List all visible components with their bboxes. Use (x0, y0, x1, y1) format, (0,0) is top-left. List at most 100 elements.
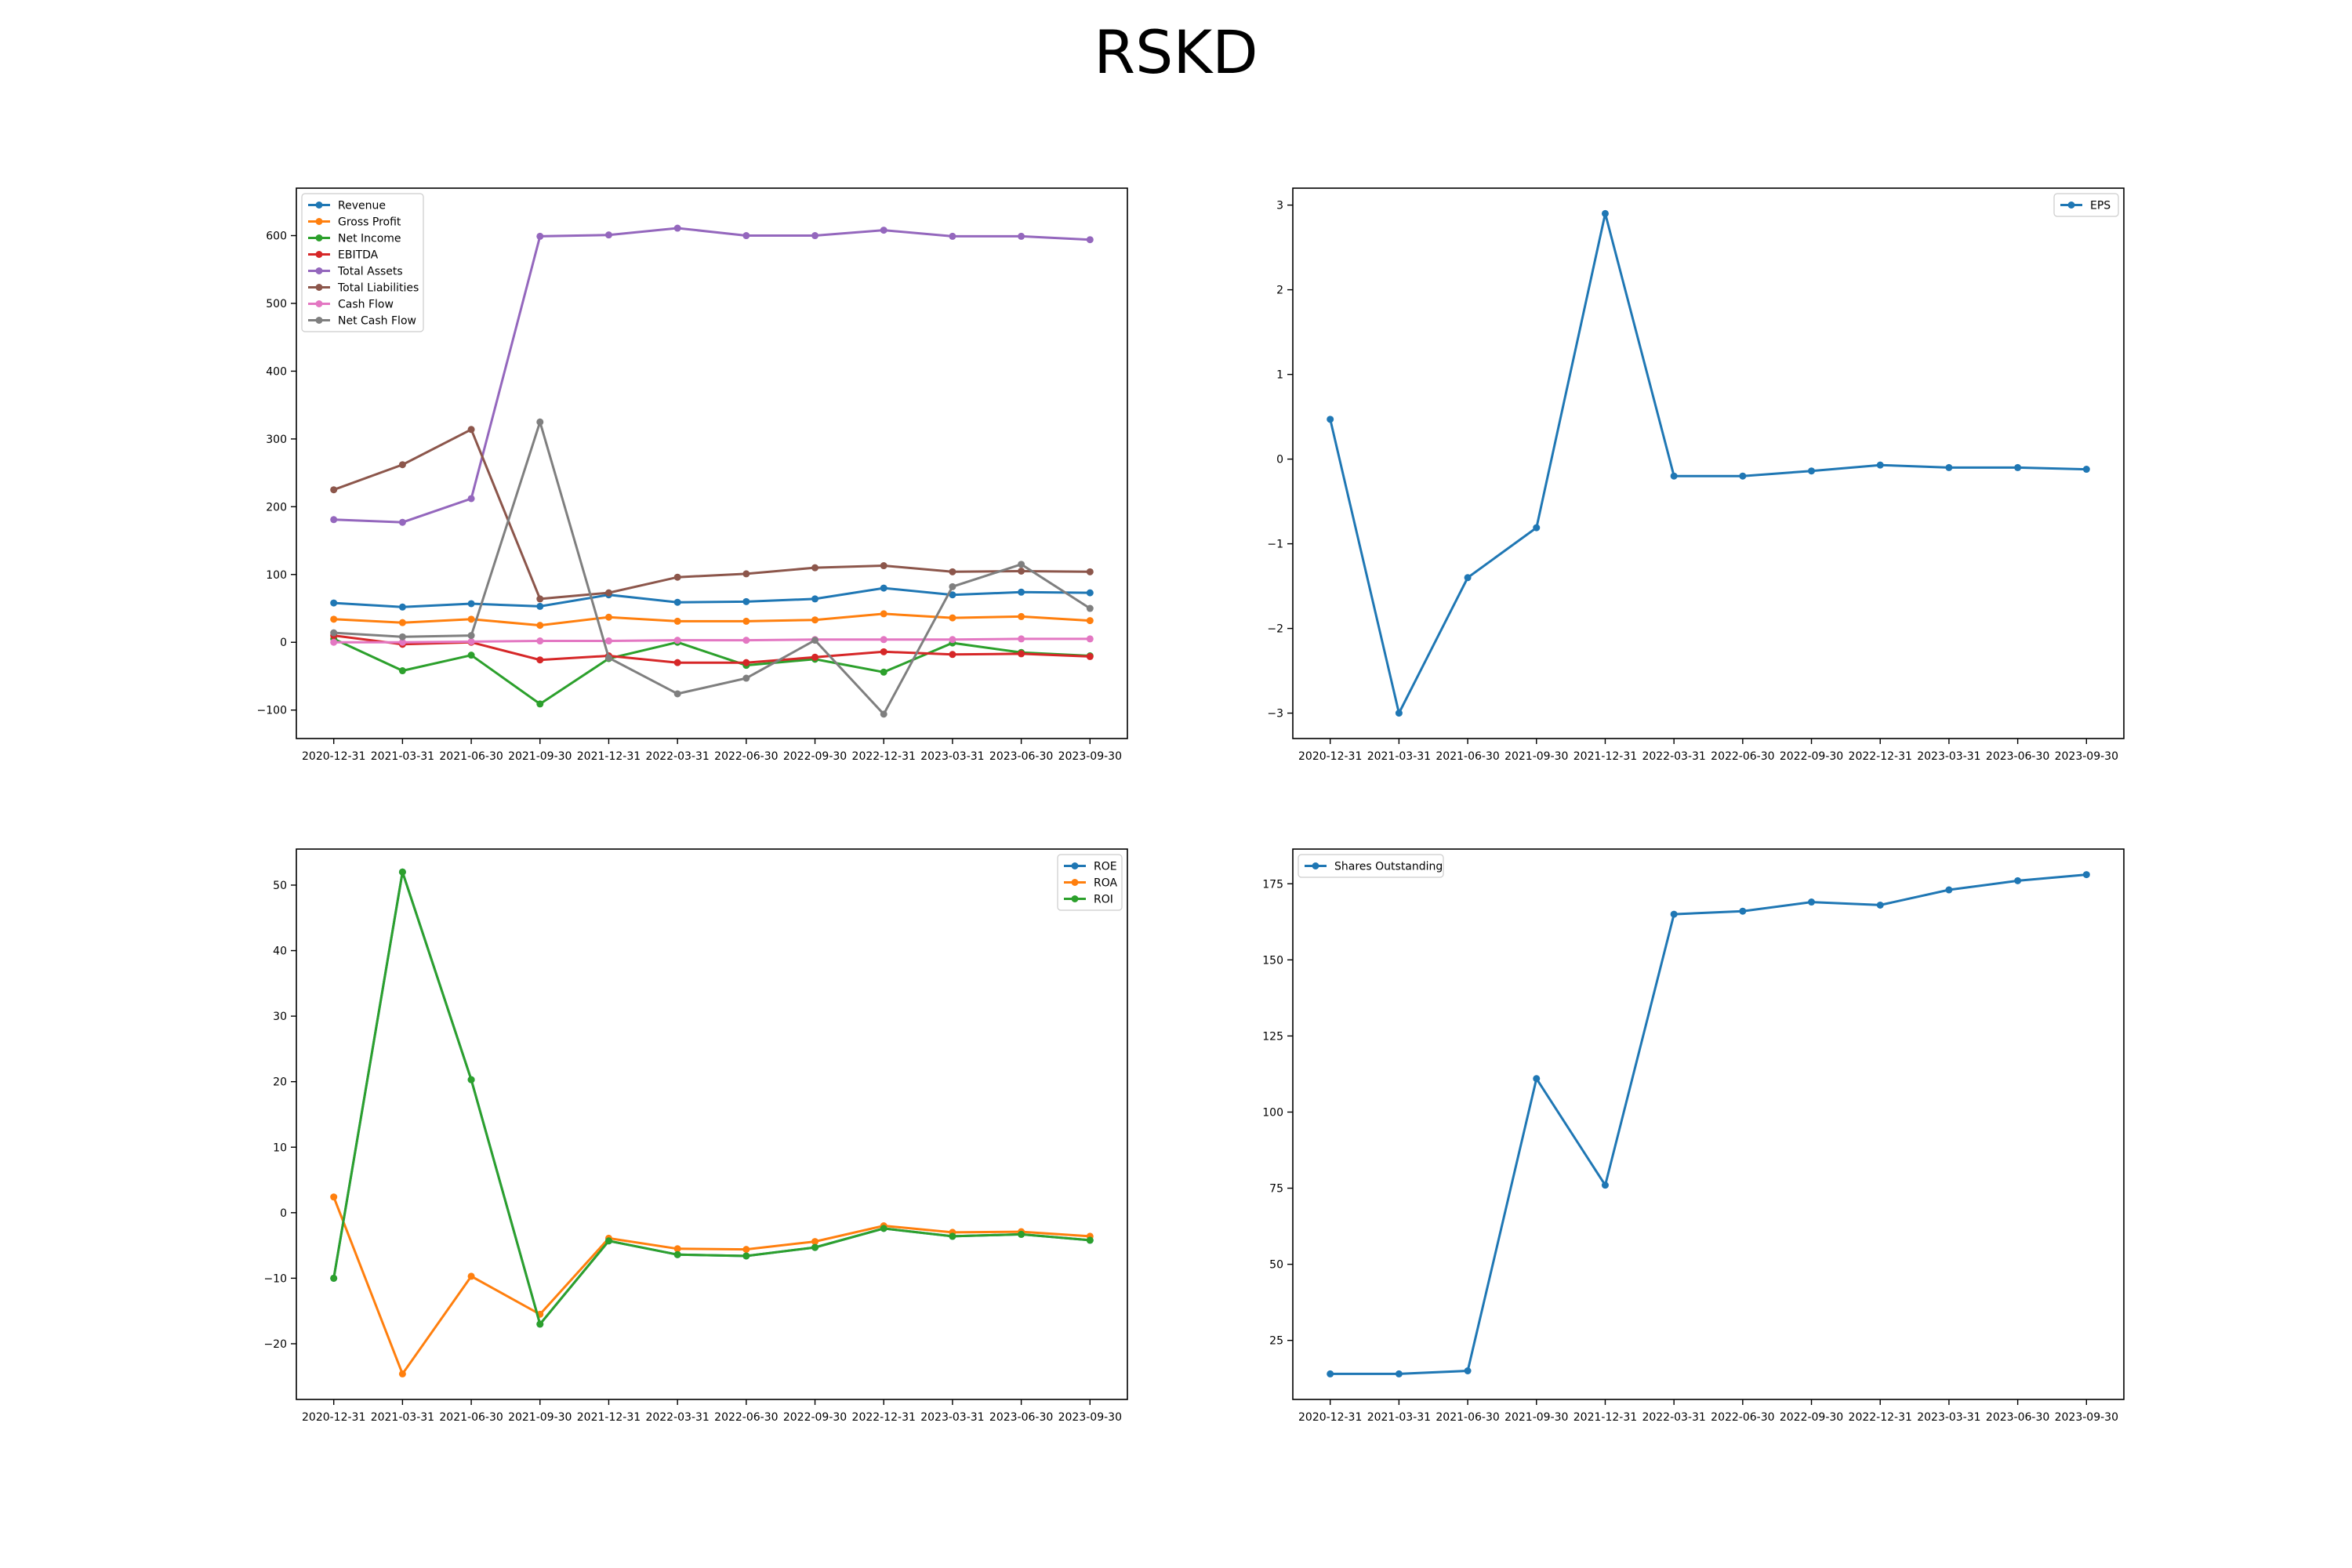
x-tick-label: 2022-09-30 (1780, 1411, 1843, 1424)
series-line (333, 227, 1091, 524)
legend: Shares Outstanding (1298, 854, 1444, 878)
data-point (742, 674, 750, 682)
data-point (467, 632, 475, 640)
series-line (333, 418, 1091, 717)
x-tick-label: 2022-03-31 (645, 1411, 709, 1424)
y-tick-label: 20 (273, 1076, 287, 1089)
legend-marker (315, 317, 323, 324)
series-shares-outstanding (1327, 871, 2090, 1377)
data-point (1464, 1367, 1472, 1375)
data-point (330, 599, 338, 607)
data-point (1533, 1075, 1541, 1083)
legend-marker (315, 267, 323, 274)
legend-label: EBITDA (338, 249, 379, 262)
data-point (604, 637, 612, 645)
data-point (467, 426, 475, 434)
legend-marker (315, 201, 323, 209)
data-point (949, 232, 956, 240)
x-tick-label: 2022-06-30 (714, 1411, 778, 1424)
data-point (536, 595, 544, 603)
data-point (536, 622, 544, 630)
x-tick-label: 2021-09-30 (1504, 1411, 1568, 1424)
data-point (880, 584, 887, 592)
y-tick-label: 400 (266, 365, 287, 378)
data-point (742, 570, 750, 578)
x-tick-label: 2021-03-31 (1367, 1411, 1431, 1424)
x-tick-label: 2023-03-31 (920, 1411, 984, 1424)
data-point (1601, 1181, 1609, 1189)
series-line (332, 1196, 1091, 1377)
data-point (673, 573, 681, 581)
data-point (880, 710, 887, 718)
data-point (604, 231, 612, 239)
x-tick-label: 2023-06-30 (989, 750, 1053, 763)
series-revenue (330, 584, 1094, 611)
series-net-income (330, 635, 1094, 708)
data-point (330, 629, 338, 637)
legend-label: Shares Outstanding (1334, 861, 1443, 873)
x-tick-label: 2022-12-31 (852, 1411, 916, 1424)
data-point (673, 637, 681, 644)
data-point (811, 1243, 819, 1251)
data-point (536, 418, 544, 426)
legend-marker (2067, 201, 2075, 209)
data-point (949, 614, 956, 622)
x-tick-label: 2023-09-30 (2055, 1411, 2118, 1424)
data-point (742, 1246, 750, 1254)
x-tick-label: 2021-06-30 (1436, 750, 1499, 763)
data-point (811, 1238, 819, 1246)
data-point (1327, 1370, 1334, 1377)
data-point (467, 652, 475, 659)
data-point (398, 603, 406, 611)
data-point (1018, 232, 1025, 240)
data-point (1018, 588, 1025, 596)
data-point (673, 617, 681, 625)
data-point (1395, 710, 1403, 717)
data-point (811, 653, 819, 661)
data-point (673, 598, 681, 606)
series-line (1329, 213, 2087, 717)
series-gross-profit (330, 610, 1094, 630)
data-point (467, 600, 475, 608)
legend-marker (1071, 895, 1079, 902)
legend-marker (315, 284, 323, 291)
x-tick-label: 2022-06-30 (1711, 1411, 1774, 1424)
data-point (673, 224, 681, 232)
data-point (1395, 1370, 1403, 1377)
data-point (1533, 524, 1541, 532)
x-tick-label: 2021-03-31 (371, 750, 434, 763)
data-point (1601, 209, 1609, 217)
legend-label: ROI (1094, 894, 1113, 906)
x-tick-label: 2023-03-31 (1917, 1411, 1980, 1424)
legend-label: Total Liabilities (337, 282, 419, 295)
data-point (2082, 466, 2090, 474)
figure-title: RSKD (1094, 17, 1258, 87)
x-tick-label: 2021-03-31 (1367, 750, 1431, 763)
data-point (673, 659, 681, 666)
y-tick-label: 300 (266, 434, 287, 446)
series-line (333, 586, 1091, 608)
data-point (536, 700, 544, 708)
data-point (742, 617, 750, 625)
data-point (880, 227, 887, 234)
data-point (1018, 635, 1025, 643)
y-tick-label: 175 (1262, 878, 1283, 891)
legend-label: Gross Profit (338, 216, 401, 229)
plot-frame (296, 848, 1128, 1400)
x-tick-label: 2023-09-30 (1058, 750, 1122, 763)
data-point (1739, 472, 1747, 480)
y-tick-label: 600 (266, 230, 287, 243)
x-tick-label: 2020-12-31 (302, 1411, 365, 1424)
data-point (1876, 901, 1884, 909)
legend-label: Net Income (338, 233, 401, 245)
data-point (742, 597, 750, 605)
x-tick-label: 2021-12-31 (577, 750, 641, 763)
series-line (333, 427, 1091, 601)
y-tick-label: −100 (257, 705, 287, 717)
legend-label: EPS (2090, 200, 2111, 212)
x-tick-label: 2020-12-31 (1298, 750, 1362, 763)
plot-frame (1292, 848, 2125, 1400)
data-point (880, 648, 887, 655)
plot-frame (1292, 187, 2125, 739)
